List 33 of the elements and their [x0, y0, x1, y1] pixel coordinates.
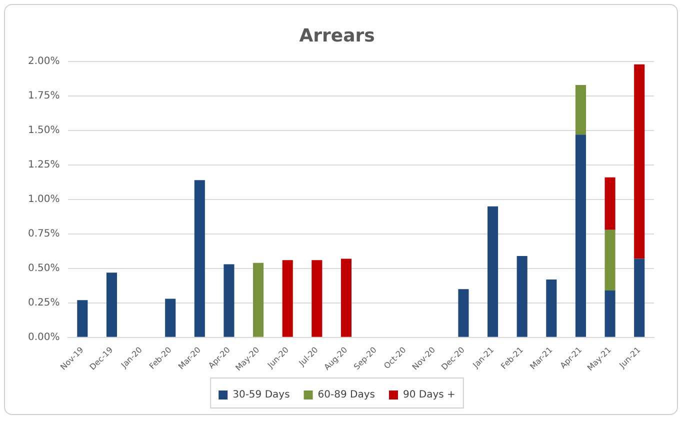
bar [488, 206, 498, 337]
bar [340, 258, 352, 337]
bar [77, 300, 88, 337]
y-tick-label: 0.25% [28, 298, 60, 308]
bar [546, 279, 557, 337]
bar [516, 256, 528, 337]
y-tick-label: 0.50% [28, 263, 60, 274]
y-tick-label: 1.00% [28, 194, 60, 206]
bar [312, 260, 322, 337]
bar [458, 289, 469, 337]
legend-label: 90 Days + [402, 390, 456, 401]
bar [604, 230, 616, 290]
y-tick-label: 0.75% [28, 228, 60, 240]
y-tick-label: 1.50% [28, 125, 60, 136]
bar [575, 85, 586, 135]
bar [282, 260, 293, 337]
y-tick-label: 2.00% [28, 56, 60, 68]
legend-label: 60-89 Days [318, 390, 375, 401]
bar [224, 264, 234, 337]
bar [575, 134, 586, 337]
bar [165, 298, 176, 337]
bar [634, 258, 645, 337]
y-tick-label: 1.25% [28, 160, 60, 171]
bar [253, 262, 264, 337]
bar [194, 180, 205, 337]
bar [604, 290, 616, 337]
bar [634, 64, 645, 259]
y-tick-label: 1.75% [28, 90, 60, 102]
bar [106, 272, 118, 337]
bar [604, 177, 616, 230]
chart-title: Arrears [299, 25, 375, 46]
y-tick-label: 0.00% [28, 332, 60, 343]
legend-label: 30-59 Days [232, 390, 290, 401]
